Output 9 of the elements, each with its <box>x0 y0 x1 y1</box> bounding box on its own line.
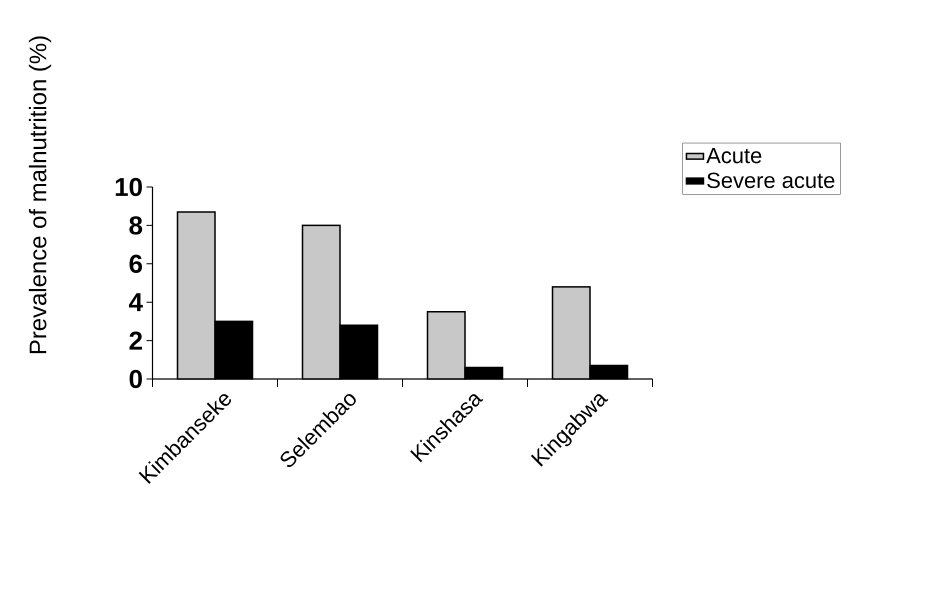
y-tick-label: 0 <box>130 370 142 388</box>
y-tick-label: 8 <box>129 216 142 235</box>
legend-label: Severe acute <box>707 172 834 188</box>
y-tick-label: 10 <box>116 178 142 196</box>
y-tick-label: 2 <box>129 332 142 350</box>
legend-label: Acute <box>706 148 762 164</box>
y-tick-label: 6 <box>130 254 142 273</box>
y-tick-label: 4 <box>128 293 143 312</box>
y-axis-title: Prevalence of malnutrition (%) <box>28 36 52 354</box>
